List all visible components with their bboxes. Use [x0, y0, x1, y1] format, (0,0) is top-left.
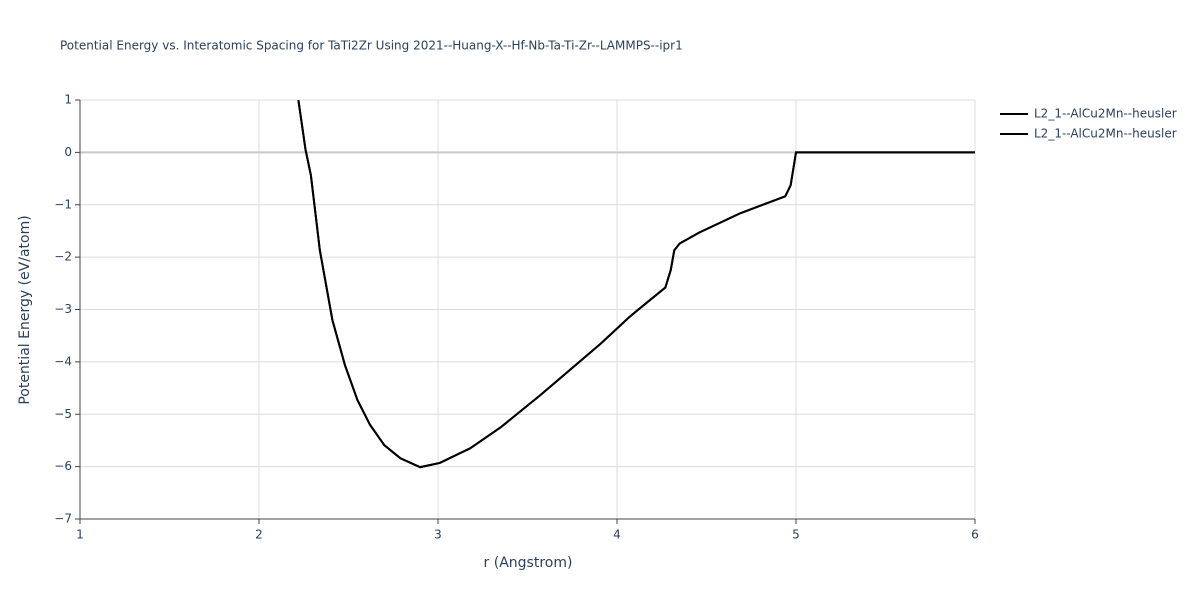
x-tick-label: 1 — [76, 528, 84, 542]
x-axis-title: r (Angstrom) — [484, 555, 573, 571]
y-tick-label: −4 — [54, 354, 72, 368]
y-tick-label: 1 — [64, 93, 72, 107]
legend-label: L2_1--AlCu2Mn--heusler — [1034, 107, 1177, 121]
legend-label: L2_1--AlCu2Mn--heusler — [1034, 127, 1177, 141]
x-tick-label: 3 — [434, 528, 442, 542]
y-tick-label: −2 — [54, 250, 72, 264]
line — [297, 100, 975, 469]
x-tick-label: 5 — [792, 528, 800, 542]
y-tick-label: 0 — [64, 145, 72, 159]
y-tick-label: −7 — [54, 512, 72, 526]
y-axis-title: Potential Energy (eV/atom) — [17, 215, 33, 404]
y-tick-label: −5 — [54, 407, 72, 421]
chart-title: Potential Energy vs. Interatomic Spacing… — [60, 39, 683, 53]
y-tick-label: −1 — [54, 197, 72, 211]
x-tick-label: 2 — [255, 528, 263, 542]
line — [297, 100, 975, 469]
y-tick-label: −3 — [54, 302, 72, 316]
x-tick-label: 6 — [971, 528, 979, 542]
x-tick-label: 4 — [613, 528, 621, 542]
y-tick-label: −6 — [54, 459, 72, 473]
